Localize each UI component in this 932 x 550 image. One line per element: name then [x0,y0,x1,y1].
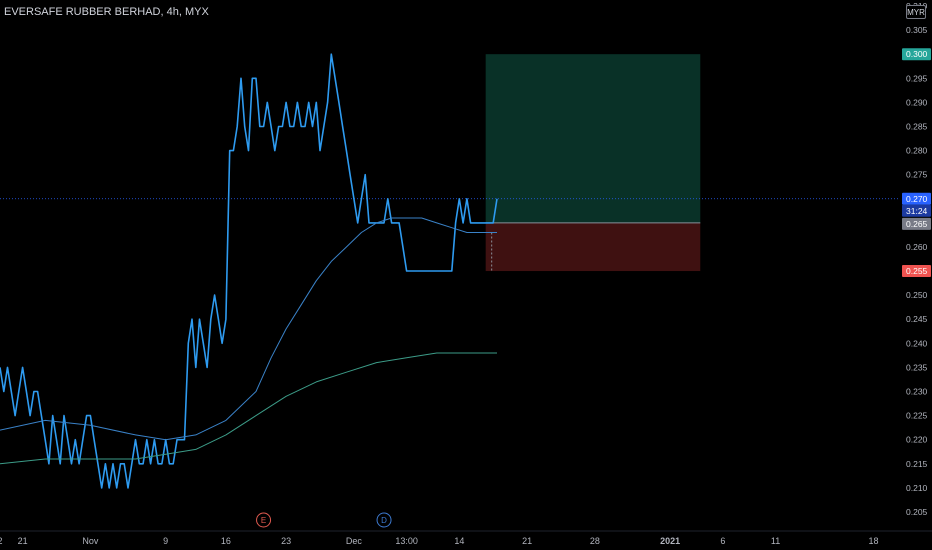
time-tick-label: 18 [868,536,878,546]
price-tick-label: 0.235 [906,362,928,372]
target-price-tag: 0.300 [906,49,928,59]
earnings-event-marker[interactable] [256,512,272,528]
price-tick-label: 0.205 [906,507,928,517]
earnings-event-label: E [261,516,266,525]
price-tick-label: 0.210 [906,483,928,493]
chart-series [0,53,498,489]
dividend-event-marker[interactable] [376,512,392,528]
time-tick-label: 11 [771,536,780,546]
time-scale[interactable]: 2 21 Nov 9 16 23 Dec 13:00 14 21 28 2021 6 11 18 [0,530,932,546]
price-tick-label: 0.220 [906,435,928,445]
time-tick-label: 23 [281,536,291,546]
time-tick-label: 21 [522,536,532,546]
current-price-tag-bg [902,192,931,205]
price-tick-label: 0.245 [906,314,928,324]
price-tick-label: 0.225 [906,411,928,421]
time-tick-label: 9 [163,536,168,546]
entry-price-tag-bg [902,217,931,230]
time-tick-label: 16 [221,536,231,546]
time-tick-label: 2 [0,536,3,546]
price-tick-label: 0.260 [906,242,928,252]
price-tick-label: 0.215 [906,459,928,469]
time-tick-label: Dec [346,536,363,546]
stop-price-tag-bg [902,265,931,278]
price-tick-label: 0.240 [906,338,928,348]
currency-badge[interactable]: MYR [906,5,926,19]
price-tick-label: 0.305 [906,25,928,35]
target-zone[interactable] [485,54,701,223]
moving-average-fast-line [0,217,497,441]
symbol-title: EVERSAFE RUBBER BERHAD, 4h, MYX [4,6,209,18]
moving-average-slow-line [0,352,497,465]
position-zones [0,54,900,272]
time-tick-label: 13:00 [395,536,418,546]
time-tick-label: 6 [720,536,725,546]
price-tags: 0.300 0.270 31:24 0.265 0.255 [902,48,931,278]
price-tick-label: 0.275 [906,170,928,180]
time-tick-label: 28 [590,536,600,546]
price-line [0,53,498,489]
stop-zone[interactable] [485,222,701,272]
entry-price-tag: 0.265 [906,219,928,229]
time-tick-label: 14 [454,536,464,546]
time-tick-label: 2021 [660,536,680,546]
bar-countdown-tag: 31:24 [906,206,928,216]
target-price-tag-bg [902,48,931,61]
price-scale[interactable]: 0.3100.3050.3000.2950.2900.2850.2800.275… [906,1,928,517]
price-tick-label: 0.290 [906,97,928,107]
bar-countdown-tag-bg [902,204,931,217]
price-tick-label: 0.285 [906,121,928,131]
time-tick-label: 21 [18,536,28,546]
stop-price-tag: 0.255 [906,266,928,276]
price-tick-label: 0.295 [906,73,928,83]
time-tick-label: Nov [82,536,99,546]
current-price-tag: 0.270 [906,194,928,204]
dividend-event-label: D [381,516,387,525]
price-tick-label: 0.280 [906,146,928,156]
price-tick-label: 0.250 [906,290,928,300]
price-tick-label: 0.230 [906,387,928,397]
